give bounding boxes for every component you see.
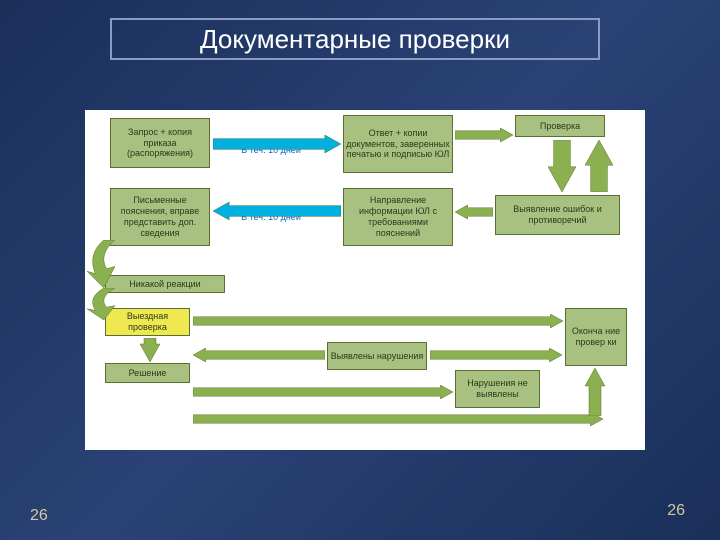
arrow-icon [87, 288, 115, 320]
slide-title: Документарные проверки [200, 24, 510, 55]
flowchart-node: Проверка [515, 115, 605, 137]
arrow-icon [585, 140, 613, 192]
flowchart-diagram: Запрос + копия приказа (распоряжения)В т… [85, 110, 645, 450]
arrow-icon [193, 385, 453, 399]
flowchart-node: Выездная проверка [105, 308, 190, 336]
flowchart-node: Оконча ние провер ки [565, 308, 627, 366]
arrow-icon [430, 348, 562, 362]
flowchart-node: Нарушения не выявлены [455, 370, 540, 408]
page-number-right: 26 [667, 502, 685, 520]
flowchart-node: Запрос + копия приказа (распоряжения) [110, 118, 210, 168]
flowchart-node: Направление информации ЮЛ с требованиями… [343, 188, 453, 246]
arrow-icon [455, 128, 513, 142]
flowchart-node: Письменные пояснения, вправе представить… [110, 188, 210, 246]
arrow-icon [193, 314, 563, 328]
arrow-icon [585, 368, 605, 416]
flowchart-node: Ответ + копии документов, заверенных печ… [343, 115, 453, 173]
flowchart-node: Выявлены нарушения [327, 342, 427, 370]
arrow-icon [455, 205, 493, 219]
arrow-icon [548, 140, 576, 192]
slide-title-box: Документарные проверки [110, 18, 600, 60]
arrow-icon [213, 135, 341, 153]
arrow-icon [140, 338, 160, 362]
flowchart-node: Никакой реакции [105, 275, 225, 293]
arrow-icon [193, 412, 603, 426]
flowchart-node: Выявление ошибок и противоречий [495, 195, 620, 235]
page-number-left: 26 [30, 507, 48, 525]
arrow-icon [87, 240, 115, 288]
arrow-icon [193, 348, 325, 362]
arrow-icon [213, 202, 341, 220]
flowchart-node: Решение [105, 363, 190, 383]
